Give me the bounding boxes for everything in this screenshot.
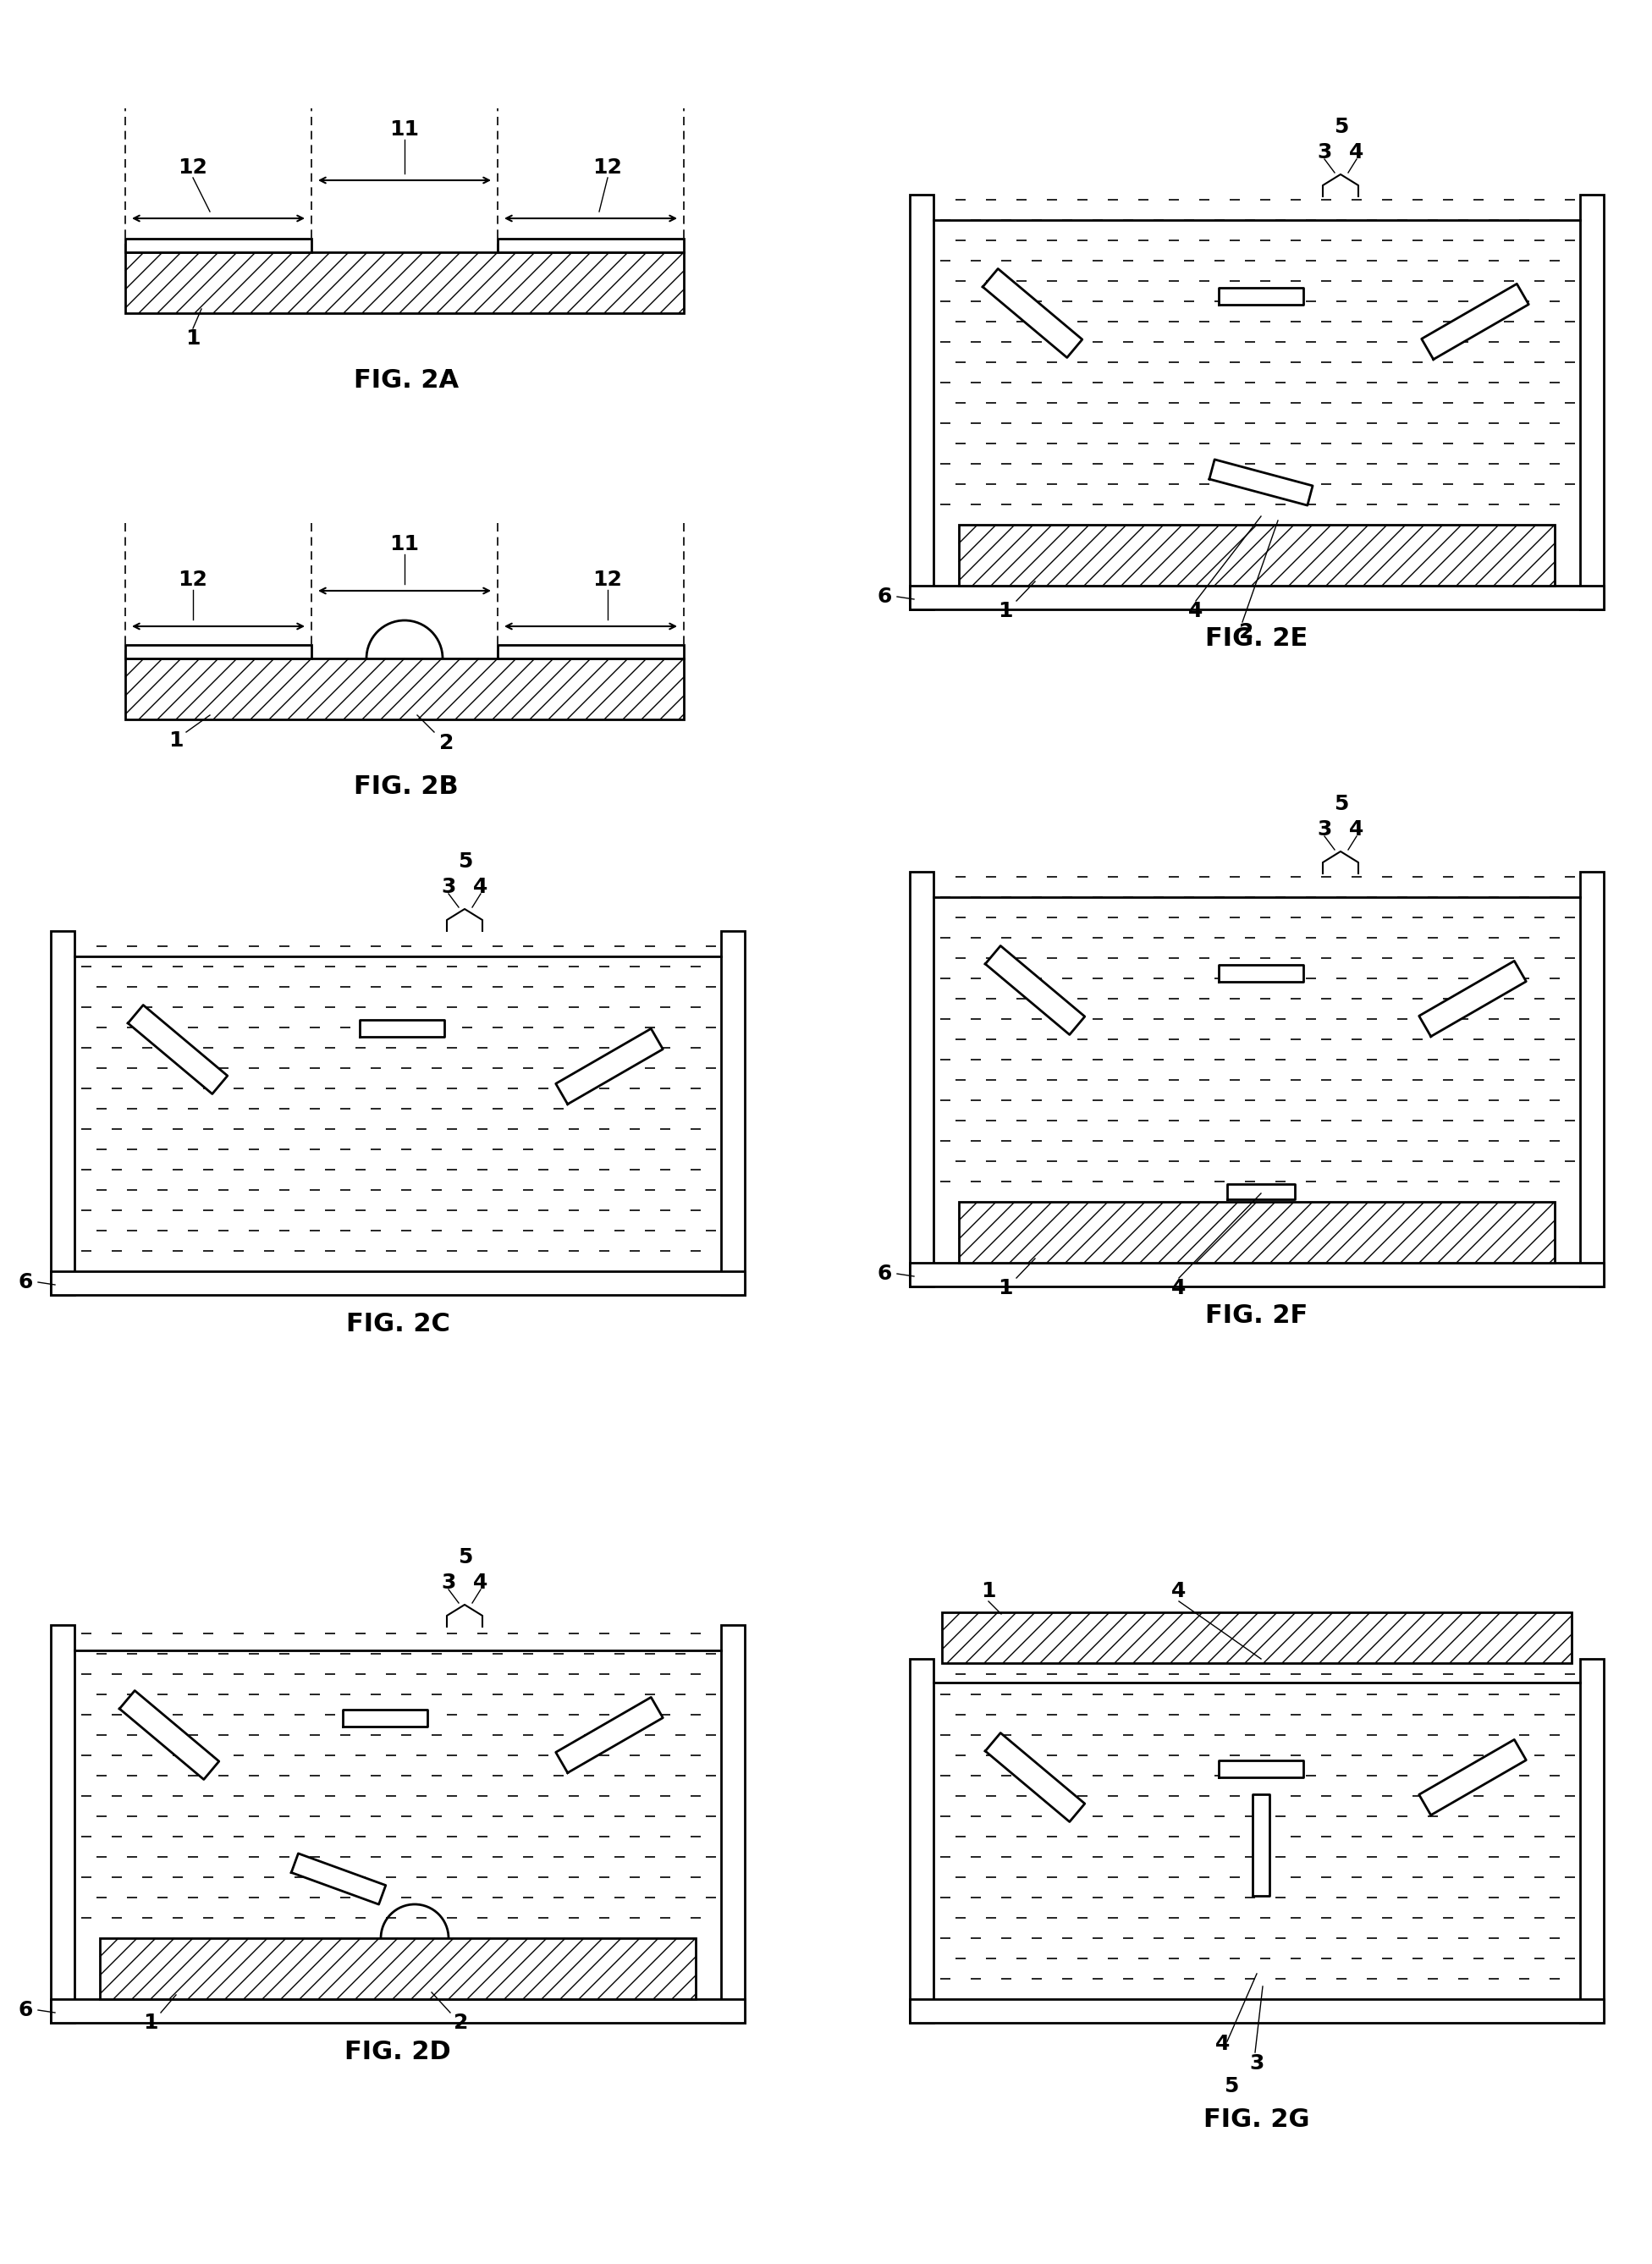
Bar	[497, 238, 684, 251]
Bar	[910, 586, 1604, 609]
Bar	[51, 1626, 74, 2022]
Bar	[126, 645, 312, 659]
Text: FIG. 2F: FIG. 2F	[1206, 1304, 1308, 1329]
Bar	[1579, 1660, 1604, 2022]
Text: 5: 5	[1224, 2076, 1239, 2096]
Text: 4: 4	[474, 876, 487, 897]
Text: 5: 5	[1335, 795, 1348, 815]
Text: 6: 6	[18, 1272, 33, 1293]
Text: 12: 12	[593, 571, 623, 591]
Bar	[126, 251, 684, 312]
Text: 2: 2	[439, 734, 454, 754]
Bar	[910, 1999, 1604, 2022]
Bar	[1579, 195, 1604, 609]
Text: 4: 4	[1171, 1580, 1186, 1601]
Bar	[958, 525, 1555, 586]
Text: 2: 2	[454, 2013, 469, 2033]
Polygon shape	[1219, 964, 1303, 983]
Text: 4: 4	[1216, 2033, 1231, 2053]
Polygon shape	[1209, 460, 1313, 505]
Polygon shape	[342, 1709, 428, 1727]
Polygon shape	[555, 1698, 662, 1773]
Text: 4: 4	[474, 1573, 487, 1594]
Bar	[99, 1938, 695, 1999]
Bar	[910, 195, 933, 609]
Polygon shape	[127, 1005, 228, 1094]
Text: 6: 6	[877, 586, 892, 607]
Polygon shape	[985, 1732, 1085, 1823]
Polygon shape	[1419, 1739, 1526, 1816]
Bar	[910, 1263, 1604, 1286]
Text: 6: 6	[877, 1263, 892, 1284]
Text: FIG. 2E: FIG. 2E	[1206, 627, 1308, 650]
Polygon shape	[555, 1028, 662, 1105]
Text: 6: 6	[18, 1999, 33, 2019]
Text: 4: 4	[1188, 600, 1203, 620]
Text: 4: 4	[1350, 143, 1365, 163]
Text: 3: 3	[441, 1573, 456, 1594]
Bar	[910, 872, 933, 1286]
Text: 11: 11	[390, 120, 420, 140]
Text: 11: 11	[390, 534, 420, 555]
Polygon shape	[1422, 283, 1528, 360]
Text: 1: 1	[998, 600, 1013, 620]
Text: 1: 1	[981, 1580, 996, 1601]
Text: 4: 4	[1171, 1277, 1186, 1297]
Text: FIG. 2D: FIG. 2D	[345, 2040, 451, 2065]
Text: 5: 5	[458, 1546, 472, 1567]
Text: FIG. 2A: FIG. 2A	[354, 369, 459, 392]
Text: 3: 3	[441, 876, 456, 897]
Text: 1: 1	[169, 731, 183, 752]
Bar	[126, 238, 312, 251]
Bar	[51, 1270, 745, 1295]
Bar	[497, 645, 684, 659]
Text: 12: 12	[178, 571, 208, 591]
Polygon shape	[1227, 1184, 1295, 1200]
Polygon shape	[1252, 1795, 1269, 1895]
Text: 1: 1	[144, 2013, 159, 2033]
Polygon shape	[985, 946, 1085, 1035]
Bar	[958, 1202, 1555, 1263]
Bar	[51, 1999, 745, 2022]
Polygon shape	[1219, 1761, 1303, 1777]
Bar	[1579, 872, 1604, 1286]
Text: FIG. 2G: FIG. 2G	[1204, 2108, 1310, 2133]
Text: 12: 12	[593, 158, 623, 179]
Bar	[942, 1612, 1571, 1664]
Bar	[51, 931, 74, 1295]
Bar	[720, 1626, 745, 2022]
Text: 1: 1	[998, 1277, 1013, 1297]
Text: 3: 3	[1317, 820, 1332, 840]
Bar	[910, 1660, 933, 2022]
Polygon shape	[983, 269, 1082, 358]
Bar	[126, 659, 684, 720]
Text: 3: 3	[1317, 143, 1332, 163]
Text: 12: 12	[178, 158, 208, 179]
Text: 5: 5	[458, 851, 472, 872]
Text: 3: 3	[1249, 2053, 1264, 2074]
Polygon shape	[291, 1854, 385, 1904]
Bar	[720, 931, 745, 1295]
Text: 5: 5	[1335, 118, 1348, 138]
Text: 4: 4	[1350, 820, 1365, 840]
Text: 2: 2	[1239, 623, 1254, 643]
Polygon shape	[360, 1019, 444, 1037]
Polygon shape	[119, 1691, 220, 1780]
Polygon shape	[1419, 960, 1526, 1037]
Text: FIG. 2C: FIG. 2C	[345, 1311, 449, 1336]
Text: FIG. 2B: FIG. 2B	[354, 774, 459, 799]
Text: 1: 1	[185, 328, 200, 349]
Polygon shape	[1219, 288, 1303, 306]
